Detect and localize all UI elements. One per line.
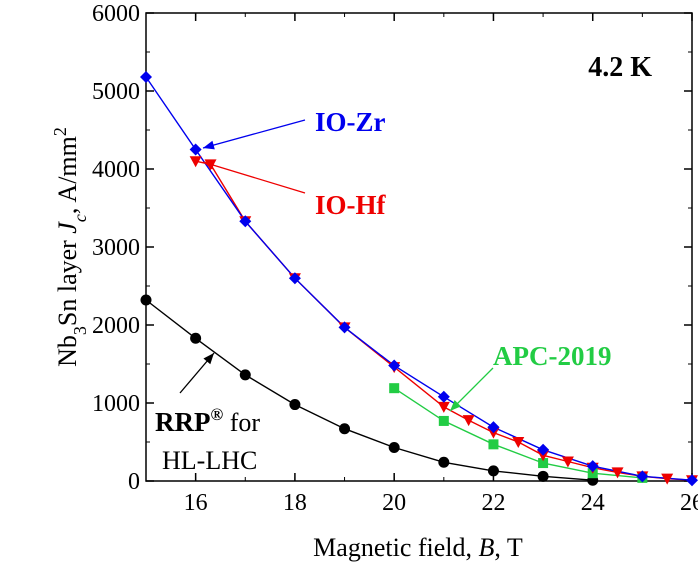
ticks-layer: 16 18 20 22 24 26 0 1000 2000 3000 4000 5000 6000 xyxy=(92,1,698,516)
data-point-rrp-for-hl-lhc xyxy=(239,369,251,381)
data-point-io-zr xyxy=(388,359,401,372)
io-hf-arrow xyxy=(202,161,306,194)
series-line-rrp-for-hl-lhc xyxy=(145,299,593,481)
data-point-io-hf xyxy=(561,456,574,468)
y-tick-label: 2000 xyxy=(92,313,140,339)
x-tick-label: 20 xyxy=(382,490,406,516)
y-tick-label: 0 xyxy=(128,469,140,495)
data-point-rrp-for-hl-lhc xyxy=(140,294,152,306)
io-zr-label: IO-Zr xyxy=(315,107,386,137)
x-tick-label: 24 xyxy=(581,490,605,516)
data-point-io-zr xyxy=(288,272,301,285)
data-point-io-hf xyxy=(437,401,450,413)
data-point-io-zr xyxy=(487,421,500,434)
x-axis-label: Magnetic field, B, T xyxy=(313,533,523,562)
data-point-rrp-for-hl-lhc xyxy=(537,470,549,482)
io-zr-arrow xyxy=(202,119,306,149)
y-tick-label: 5000 xyxy=(92,79,140,105)
data-point-io-zr xyxy=(537,443,550,456)
series-line-io-zr xyxy=(145,76,693,481)
data-point-io-zr xyxy=(437,390,450,403)
y-axis-label: Nb3Sn layer Jc, A/mm2 xyxy=(50,127,90,367)
annotations-layer: IO-Zr IO-Hf APC-2019 RRP® for HL-LHC xyxy=(155,107,611,475)
data-point-io-zr xyxy=(189,143,202,156)
data-point-apc-2019 xyxy=(438,415,449,426)
io-hf-arrow-head xyxy=(203,160,215,170)
temperature-label: 4.2 K xyxy=(588,52,652,83)
hl-lhc-label: HL-LHC xyxy=(162,446,257,475)
series-line-apc-2019 xyxy=(393,387,643,479)
data-point-apc-2019 xyxy=(538,458,549,469)
data-point-io-hf xyxy=(462,415,475,427)
data-point-rrp-for-hl-lhc xyxy=(438,456,450,468)
data-point-io-zr xyxy=(586,460,599,473)
y-tick-label: 4000 xyxy=(92,157,140,183)
data-point-rrp-for-hl-lhc xyxy=(339,423,351,435)
io-hf-label: IO-Hf xyxy=(315,190,387,220)
rrp-registered-mark: ® xyxy=(211,405,224,424)
data-point-rrp-for-hl-lhc xyxy=(487,465,499,477)
rrp-brand: RRP xyxy=(155,407,211,437)
x-tick-label: 26 xyxy=(680,490,698,516)
y-tick-label: 1000 xyxy=(92,391,140,417)
data-point-rrp-for-hl-lhc xyxy=(190,332,202,344)
apc-2019-label: APC-2019 xyxy=(493,341,611,371)
data-point-io-zr xyxy=(636,470,649,483)
x-tick-label: 22 xyxy=(481,490,505,516)
rrp-label: RRP® for xyxy=(155,405,260,437)
apc-arrow-head xyxy=(450,400,461,411)
data-point-io-hf xyxy=(611,467,624,479)
x-tick-label: 16 xyxy=(184,490,208,516)
y-tick-label: 3000 xyxy=(92,235,140,261)
data-point-io-zr xyxy=(140,70,152,83)
data-point-rrp-for-hl-lhc xyxy=(289,399,301,411)
data-point-apc-2019 xyxy=(389,383,400,394)
data-point-io-hf xyxy=(512,437,525,448)
data-point-io-zr xyxy=(686,474,698,487)
data-point-rrp-for-hl-lhc xyxy=(388,441,400,453)
data-point-io-zr xyxy=(338,321,351,334)
data-point-apc-2019 xyxy=(488,439,499,450)
y-tick-label: 6000 xyxy=(92,1,140,27)
data-point-io-zr xyxy=(239,215,252,228)
rrp-for-text: for xyxy=(223,408,260,437)
x-tick-label: 18 xyxy=(283,490,307,516)
data-point-io-hf xyxy=(661,473,674,485)
data-point-io-hf xyxy=(189,156,202,168)
io-zr-arrow-head xyxy=(203,140,215,150)
rrp-arrow-head xyxy=(203,353,214,365)
series-line-io-hf xyxy=(195,160,693,481)
